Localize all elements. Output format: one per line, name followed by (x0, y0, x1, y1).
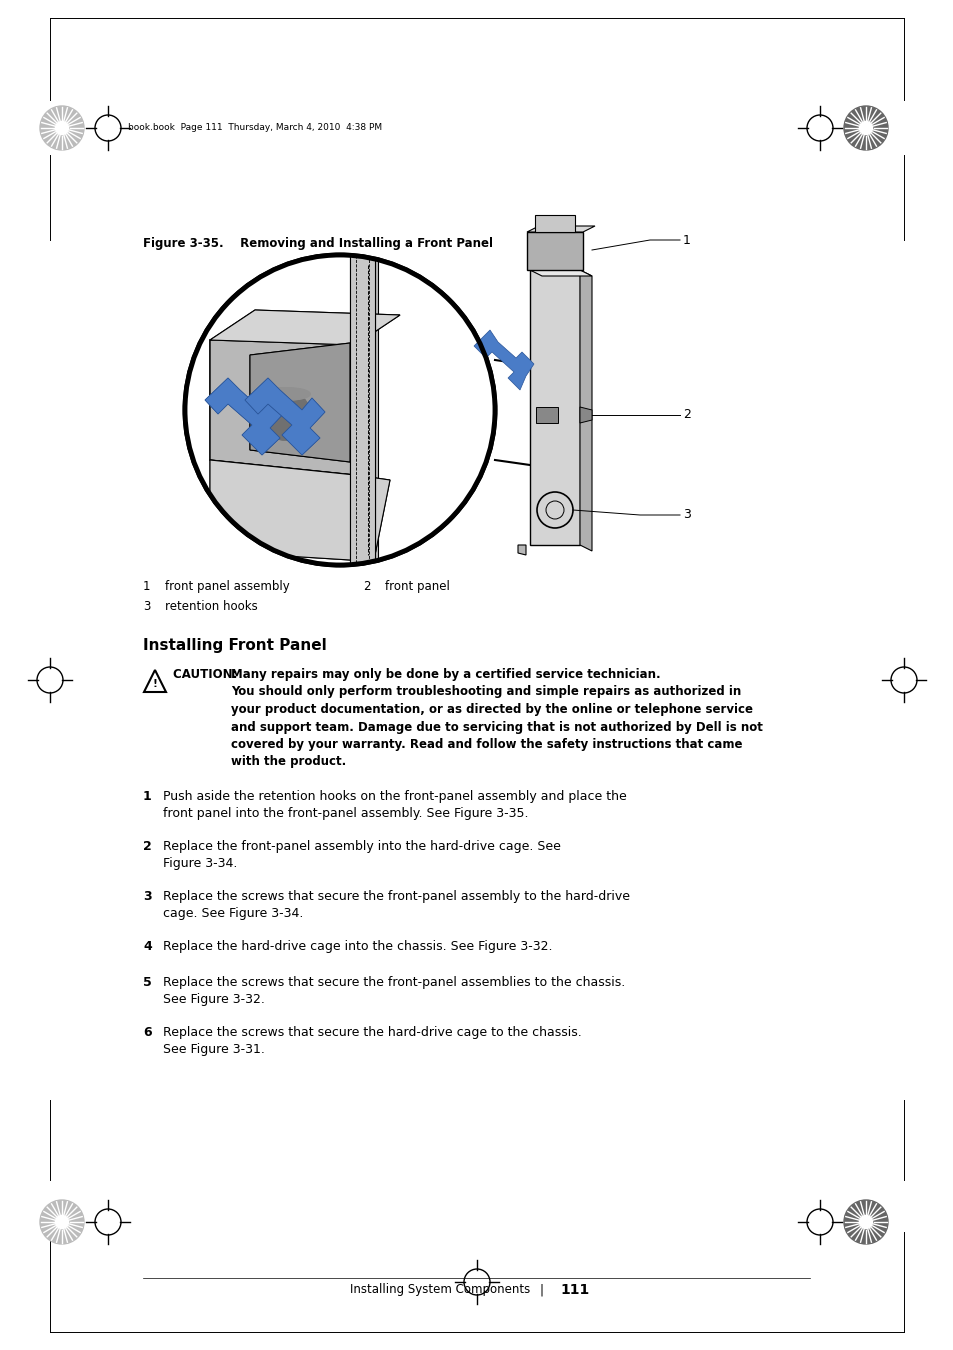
Polygon shape (350, 255, 375, 566)
Polygon shape (526, 232, 582, 270)
Text: 5: 5 (143, 976, 152, 990)
Text: front panel assembly: front panel assembly (165, 580, 290, 593)
Text: Many repairs may only be done by a certified service technician.
You should only: Many repairs may only be done by a certi… (231, 668, 762, 768)
Text: Installing Front Panel: Installing Front Panel (143, 639, 327, 653)
Circle shape (260, 390, 310, 440)
Circle shape (40, 107, 84, 150)
Ellipse shape (260, 387, 310, 400)
Polygon shape (530, 270, 592, 275)
Text: 6: 6 (143, 1026, 152, 1040)
Polygon shape (530, 270, 579, 545)
Text: 2: 2 (363, 580, 370, 593)
Text: 1: 1 (682, 234, 690, 247)
Polygon shape (250, 343, 350, 462)
Text: 4: 4 (143, 940, 152, 953)
Text: 111: 111 (559, 1282, 589, 1297)
Polygon shape (579, 406, 592, 423)
Circle shape (55, 122, 69, 135)
Polygon shape (517, 545, 525, 555)
Text: Push aside the retention hooks on the front-panel assembly and place the
front p: Push aside the retention hooks on the fr… (163, 790, 626, 819)
Text: !: ! (152, 679, 157, 688)
Text: book.book  Page 111  Thursday, March 4, 2010  4:38 PM: book.book Page 111 Thursday, March 4, 20… (128, 123, 382, 132)
Text: front panel: front panel (385, 580, 450, 593)
Text: 1: 1 (143, 580, 151, 593)
Circle shape (55, 1215, 69, 1228)
Text: Installing System Components: Installing System Components (350, 1284, 530, 1296)
Polygon shape (245, 378, 325, 455)
Polygon shape (210, 325, 355, 475)
Text: 3: 3 (143, 890, 152, 903)
Text: |: | (539, 1284, 543, 1296)
Polygon shape (357, 261, 377, 560)
Text: Replace the front-panel assembly into the hard-drive cage. See
Figure 3-34.: Replace the front-panel assembly into th… (163, 840, 560, 869)
Polygon shape (210, 310, 399, 346)
Circle shape (40, 1200, 84, 1243)
Circle shape (859, 122, 872, 135)
Polygon shape (210, 460, 390, 560)
Circle shape (185, 255, 495, 566)
Text: Replace the screws that secure the front-panel assembly to the hard-drive
cage. : Replace the screws that secure the front… (163, 890, 629, 919)
Text: Replace the screws that secure the front-panel assemblies to the chassis.
See Fi: Replace the screws that secure the front… (163, 976, 624, 1006)
Polygon shape (526, 225, 595, 232)
Circle shape (843, 1200, 887, 1243)
Text: Figure 3-35.    Removing and Installing a Front Panel: Figure 3-35. Removing and Installing a F… (143, 238, 493, 250)
Text: retention hooks: retention hooks (165, 599, 257, 613)
Text: 2: 2 (682, 409, 690, 421)
Text: 1: 1 (143, 790, 152, 803)
Bar (536, 406, 558, 423)
Text: 3: 3 (682, 509, 690, 521)
Text: 2: 2 (143, 840, 152, 853)
Polygon shape (474, 329, 534, 390)
Polygon shape (535, 215, 575, 232)
Polygon shape (205, 378, 285, 455)
Circle shape (859, 1215, 872, 1228)
Circle shape (843, 107, 887, 150)
Text: CAUTION:: CAUTION: (172, 668, 241, 680)
Text: 3: 3 (143, 599, 151, 613)
Polygon shape (579, 270, 592, 551)
Text: Replace the screws that secure the hard-drive cage to the chassis.
See Figure 3-: Replace the screws that secure the hard-… (163, 1026, 581, 1056)
Text: Replace the hard-drive cage into the chassis. See Figure 3-32.: Replace the hard-drive cage into the cha… (163, 940, 552, 953)
Circle shape (185, 255, 495, 566)
